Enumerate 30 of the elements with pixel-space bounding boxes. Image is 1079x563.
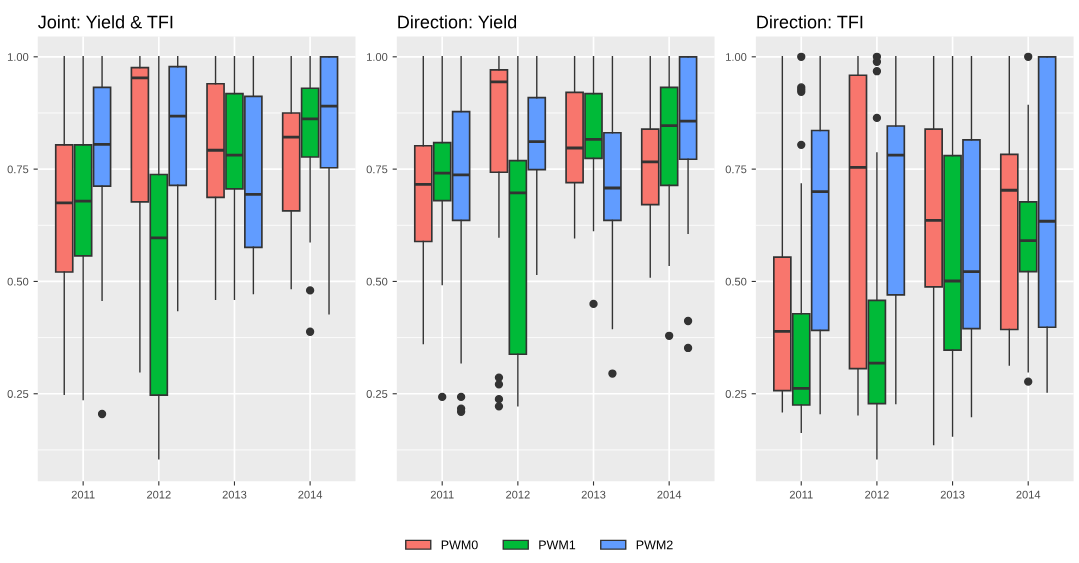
y-tick-label: 0.50 — [366, 277, 388, 286]
chart-title: Direction: Yield — [398, 15, 517, 29]
x-tick-label: 2013 — [940, 490, 965, 499]
legend-label: PWM1 — [539, 540, 576, 550]
y-tick-label: 0.25 — [366, 390, 388, 398]
y-tick-label: 0.75 — [7, 165, 29, 174]
y-tick-label: 1.00 — [726, 53, 747, 61]
x-tick-label: 2013 — [222, 490, 247, 499]
x-tick-label: 2012 — [147, 490, 171, 499]
x-tick-label: 2014 — [298, 490, 323, 499]
x-tick-label: 2012 — [865, 490, 889, 499]
x-tick-label: 2011 — [789, 490, 813, 499]
y-tick-label: 0.50 — [725, 277, 747, 286]
chart-title: Direction: TFI — [757, 15, 863, 29]
x-tick-label: 2014 — [657, 490, 682, 499]
x-tick-label: 2014 — [1016, 490, 1041, 499]
chart-title: Joint: Yield & TFI — [38, 15, 173, 29]
x-tick-label: 2012 — [506, 490, 530, 499]
y-tick-label: 1.00 — [367, 53, 388, 61]
y-tick-label: 0.75 — [366, 165, 388, 174]
legend-label: PWM2 — [636, 540, 673, 550]
y-tick-label: 0.75 — [725, 165, 747, 174]
y-tick-label: 0.25 — [725, 390, 747, 398]
legend-label: PWM0 — [441, 540, 478, 550]
x-tick-label: 2011 — [430, 490, 454, 499]
x-tick-label: 2011 — [71, 490, 95, 499]
x-tick-label: 2013 — [581, 490, 606, 499]
y-tick-label: 0.50 — [7, 277, 29, 286]
y-tick-label: 0.25 — [7, 390, 29, 398]
y-tick-label: 1.00 — [7, 53, 29, 61]
